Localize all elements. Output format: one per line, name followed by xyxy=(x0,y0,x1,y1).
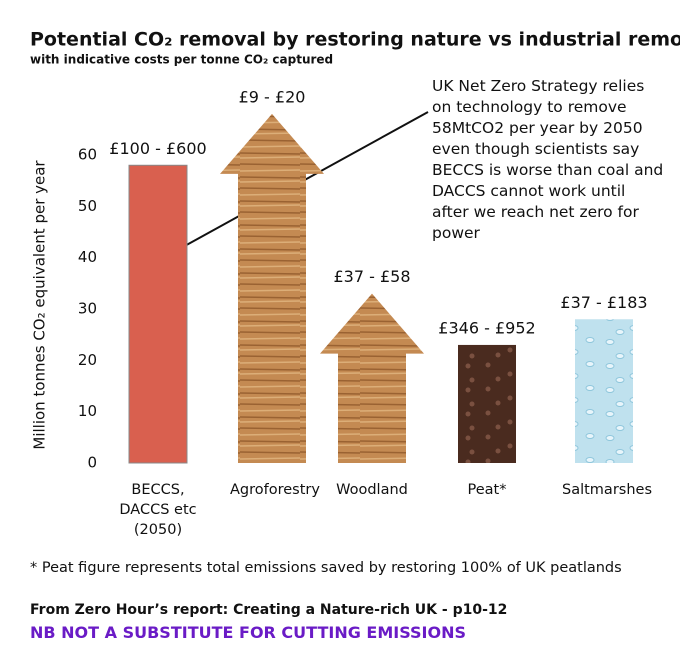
cost-label: £37 - £58 xyxy=(333,267,410,286)
y-tick-label: 40 xyxy=(78,248,97,266)
cost-label: £37 - £183 xyxy=(560,293,647,312)
y-tick-label: 50 xyxy=(78,197,97,215)
x-tick-label: Saltmarshes xyxy=(562,482,652,498)
x-tick-label: Agroforestry xyxy=(230,482,320,498)
source: From Zero Hour’s report: Creating a Natu… xyxy=(30,602,508,618)
bar xyxy=(575,319,633,463)
x-tick-label: BECCS, DACCS etc (2050) xyxy=(119,482,197,538)
bar xyxy=(128,164,188,464)
chart-title: Potential CO₂ removal by restoring natur… xyxy=(30,29,680,51)
y-tick-label: 0 xyxy=(87,454,97,472)
footnote: * Peat figure represents total emissions… xyxy=(30,560,622,576)
cost-label: £346 - £952 xyxy=(438,318,535,337)
y-axis-label: Million tonnes CO₂ equivalent per year xyxy=(31,160,49,450)
x-tick-label: Peat* xyxy=(467,482,507,498)
annotation: UK Net Zero Strategy relies on technolog… xyxy=(432,77,664,242)
cost-label: £100 - £600 xyxy=(109,139,206,158)
cost-label: £9 - £20 xyxy=(239,87,306,106)
y-tick-label: 30 xyxy=(78,300,97,318)
y-tick-label: 10 xyxy=(78,402,97,420)
chart-subtitle: with indicative costs per tonne CO₂ capt… xyxy=(30,53,333,67)
y-tick-label: 20 xyxy=(78,351,97,369)
bar xyxy=(458,344,516,463)
y-tick-label: 60 xyxy=(78,146,97,164)
warning: NB NOT A SUBSTITUTE FOR CUTTING EMISSION… xyxy=(30,623,467,642)
arrow-bar xyxy=(220,113,324,463)
arrow-bar xyxy=(320,293,424,463)
x-tick-label: Woodland xyxy=(336,482,408,498)
